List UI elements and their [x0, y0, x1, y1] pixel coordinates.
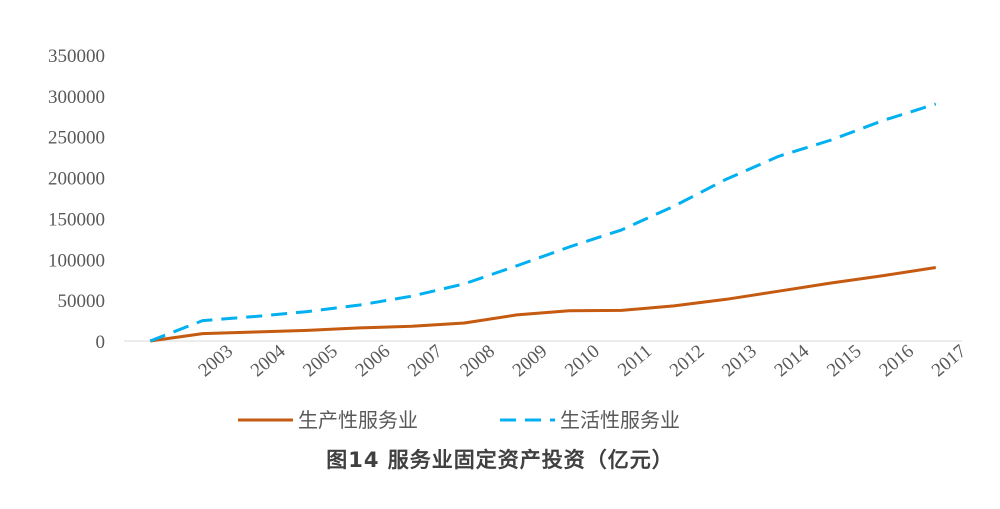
y-axis: 0 50000 100000 150000 200000 250000 300000 3500…: [48, 46, 105, 353]
y-tick-label: 350000: [48, 46, 105, 67]
y-tick-label: 150000: [48, 209, 105, 230]
x-tick-label: 2006: [352, 341, 395, 382]
x-tick-label: 2005: [299, 341, 342, 382]
legend-label-1: 生产性服务业: [298, 408, 418, 432]
y-tick-label: 250000: [48, 128, 105, 149]
x-tick-label: 2013: [718, 341, 761, 382]
x-tick-label: 2009: [509, 341, 552, 382]
x-tick-label: 2011: [614, 341, 656, 381]
x-tick-label: 2016: [875, 341, 918, 382]
legend: 生产性服务业 生活性服务业: [238, 408, 680, 432]
x-tick-label: 2003: [195, 341, 238, 382]
x-tick-label: 2014: [771, 340, 814, 381]
x-tick-label: 2017: [928, 341, 971, 382]
x-tick-label: 2010: [561, 341, 604, 382]
series-layer: [149, 102, 937, 343]
x-axis: 2003 2004 2005 2006 2007 2008 2009 2010 2011 2012…: [195, 340, 971, 381]
line-chart: 0 50000 100000 150000 200000 250000 300000 3500…: [48, 46, 971, 432]
chart-caption: 图14 服务业固定资产投资（亿元）: [326, 448, 674, 472]
y-tick-label: 50000: [58, 291, 106, 312]
x-tick-label: 2007: [404, 341, 447, 382]
x-tick-label: 2004: [247, 340, 290, 381]
y-tick-label: 100000: [48, 250, 105, 271]
legend-label-2: 生活性服务业: [560, 408, 680, 432]
series-line-2: [149, 102, 937, 343]
x-tick-label: 2008: [456, 341, 499, 382]
x-tick-label: 2015: [823, 341, 866, 382]
x-tick-label: 2012: [666, 341, 709, 382]
y-tick-label: 0: [96, 332, 106, 353]
series-line-1: [149, 266, 937, 343]
y-tick-label: 300000: [48, 87, 105, 108]
y-tick-label: 200000: [48, 169, 105, 190]
